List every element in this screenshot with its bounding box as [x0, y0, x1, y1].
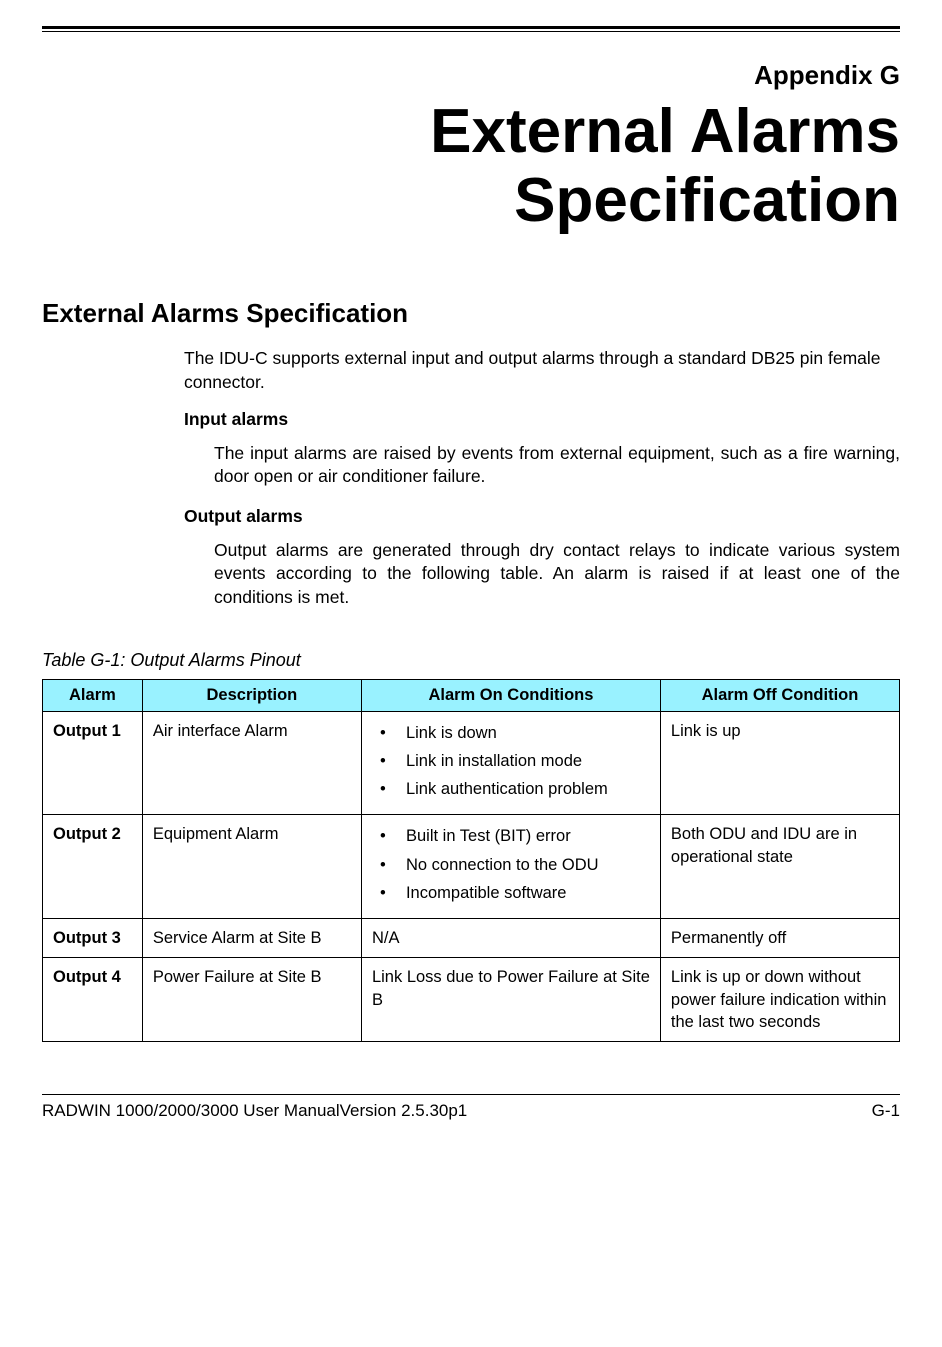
input-alarms-label: Input alarms	[184, 408, 900, 432]
list-item: Link is down	[376, 722, 650, 744]
footer-right: G-1	[872, 1101, 900, 1121]
cell-alarm: Output 2	[43, 815, 143, 919]
cell-off-condition: Both ODU and IDU are in operational stat…	[660, 815, 899, 919]
list-item: Link authentication problem	[376, 778, 650, 800]
on-conditions-list: Built in Test (BIT) error No connection t…	[372, 825, 650, 904]
body-block: The IDU-C supports external input and ou…	[184, 347, 900, 610]
table-body: Output 1Air interface AlarmLink is downL…	[43, 711, 900, 1042]
col-header-on: Alarm On Conditions	[361, 679, 660, 711]
top-thick-rule	[42, 26, 900, 29]
cell-on-conditions: N/A	[361, 919, 660, 958]
list-item: Incompatible software	[376, 882, 650, 904]
page-footer: RADWIN 1000/2000/3000 User ManualVersion…	[42, 1095, 900, 1121]
cell-off-condition: Permanently off	[660, 919, 899, 958]
list-item: No connection to the ODU	[376, 854, 650, 876]
col-header-alarm: Alarm	[43, 679, 143, 711]
cell-description: Air interface Alarm	[142, 711, 361, 815]
footer-left: RADWIN 1000/2000/3000 User ManualVersion…	[42, 1101, 467, 1121]
output-alarms-label: Output alarms	[184, 505, 900, 529]
title-line-2: Specification	[514, 166, 900, 235]
cell-on-conditions: Link is down Link in installation mode Lin…	[361, 711, 660, 815]
cell-alarm: Output 4	[43, 958, 143, 1042]
table-row: Output 2Equipment AlarmBuilt in Test (BI…	[43, 815, 900, 919]
on-conditions-list: Link is down Link in installation mode Lin…	[372, 722, 650, 801]
intro-paragraph: The IDU-C supports external input and ou…	[184, 347, 900, 394]
page-title: External Alarms Specification	[42, 97, 900, 236]
cell-alarm: Output 1	[43, 711, 143, 815]
table-row: Output 3Service Alarm at Site BN/APerman…	[43, 919, 900, 958]
table-caption: Table G-1: Output Alarms Pinout	[42, 650, 900, 671]
cell-on-conditions: Link Loss due to Power Failure at Site B	[361, 958, 660, 1042]
list-item: Built in Test (BIT) error	[376, 825, 650, 847]
cell-on-conditions: Built in Test (BIT) error No connection t…	[361, 815, 660, 919]
list-item: Link in installation mode	[376, 750, 650, 772]
output-alarms-text: Output alarms are generated through dry …	[214, 539, 900, 610]
cell-description: Equipment Alarm	[142, 815, 361, 919]
col-header-off: Alarm Off Condition	[660, 679, 899, 711]
section-heading: External Alarms Specification	[42, 298, 900, 329]
table-row: Output 4Power Failure at Site BLink Loss…	[43, 958, 900, 1042]
top-thin-rule	[42, 31, 900, 32]
table-row: Output 1Air interface AlarmLink is downL…	[43, 711, 900, 815]
appendix-label: Appendix G	[42, 60, 900, 91]
input-alarms-text: The input alarms are raised by events fr…	[214, 442, 900, 489]
cell-off-condition: Link is up or down without power failure…	[660, 958, 899, 1042]
title-line-1: External Alarms	[430, 97, 900, 166]
col-header-description: Description	[142, 679, 361, 711]
cell-description: Power Failure at Site B	[142, 958, 361, 1042]
cell-alarm: Output 3	[43, 919, 143, 958]
output-alarms-table: Alarm Description Alarm On Conditions Al…	[42, 679, 900, 1043]
cell-description: Service Alarm at Site B	[142, 919, 361, 958]
cell-off-condition: Link is up	[660, 711, 899, 815]
table-header-row: Alarm Description Alarm On Conditions Al…	[43, 679, 900, 711]
